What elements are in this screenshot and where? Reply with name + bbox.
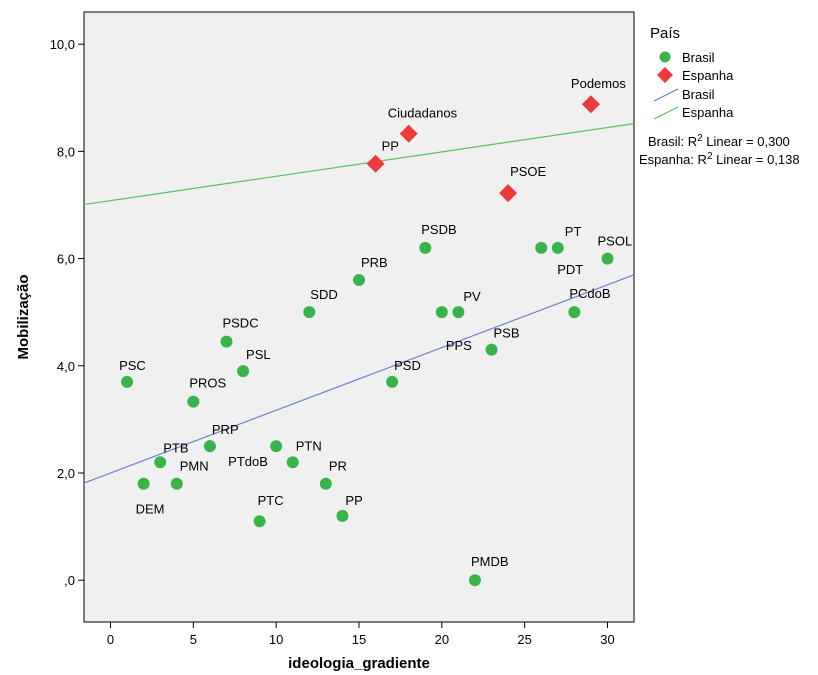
legend-title: País [650, 25, 680, 42]
data-points [121, 95, 614, 587]
legend: País Brasil Espanha Brasil Espanha Brasi… [639, 25, 800, 167]
x-axis: 0 5 10 15 20 25 30 [107, 622, 615, 647]
point-label: PROS [189, 376, 226, 391]
y-tick-label: 6,0 [57, 252, 75, 267]
point-brasil [452, 306, 465, 319]
point-brasil [353, 274, 365, 287]
point-labels: PSC DEM PTB PMN PROS PRP PSDC PSL PTC PTdoB PTN SDD… [119, 76, 632, 569]
r2-brasil: Brasil: R2 Linear = 0,300 [648, 133, 790, 149]
point-label: PMDB [471, 554, 509, 569]
point-label: PPS [446, 338, 472, 353]
point-brasil [419, 241, 432, 254]
point-espanha [366, 154, 385, 173]
point-label: PSDB [421, 222, 456, 237]
point-label: PV [463, 289, 481, 304]
point-brasil [121, 375, 134, 388]
point-label: PR [329, 459, 347, 474]
plot-area [83, 11, 635, 623]
y-tick-label: 2,0 [57, 466, 75, 481]
point-label: PSL [246, 347, 271, 362]
legend-label-espanha-line: Espanha [682, 105, 734, 120]
legend-label-espanha-marker: Espanha [682, 68, 734, 83]
point-label: PCdoB [569, 286, 610, 301]
fit-line-brasil [83, 274, 635, 484]
point-label: PSD [394, 358, 421, 373]
x-axis-title: ideologia_gradiente [288, 655, 430, 672]
point-label: PMN [180, 459, 209, 474]
point-label: DEM [136, 502, 165, 517]
y-tick-label: 4,0 [57, 359, 75, 374]
x-tick-label: 25 [517, 632, 531, 647]
point-label: PSOE [510, 164, 546, 179]
point-label: Podemos [571, 76, 626, 91]
point-brasil [468, 574, 481, 587]
x-tick-label: 15 [352, 632, 366, 647]
point-label: PTN [296, 438, 322, 453]
point-espanha [581, 95, 600, 114]
point-brasil [286, 456, 299, 469]
legend-marker-espanha [657, 67, 673, 83]
point-brasil [187, 395, 200, 408]
point-label: PT [565, 224, 582, 239]
point-brasil [535, 241, 548, 254]
y-axis-title: Mobilização [15, 274, 32, 359]
legend-label-brasil-line: Brasil [682, 87, 715, 102]
legend-label-brasil-marker: Brasil [682, 50, 715, 65]
y-tick-label: ,0 [64, 573, 75, 588]
y-tick-label: 10,0 [50, 37, 75, 52]
r2-espanha: Espanha: R2 Linear = 0,138 [639, 151, 800, 167]
fit-lines [83, 123, 635, 484]
point-brasil [568, 306, 581, 319]
point-brasil [203, 440, 216, 453]
x-tick-label: 10 [269, 632, 283, 647]
x-tick-label: 20 [435, 632, 449, 647]
point-label: PSDC [222, 316, 258, 331]
x-tick-label: 30 [600, 632, 614, 647]
x-tick-label: 5 [190, 632, 197, 647]
point-brasil [386, 375, 399, 388]
point-brasil [237, 365, 250, 378]
y-axis: ,0 2,0 4,0 6,0 8,0 10,0 [50, 37, 84, 588]
point-label: PTC [258, 493, 284, 508]
point-brasil [319, 477, 332, 490]
point-label: SDD [310, 287, 337, 302]
y-tick-label: 8,0 [57, 144, 75, 159]
point-brasil [253, 515, 266, 528]
point-brasil [303, 306, 316, 319]
point-label: PRP [212, 422, 239, 437]
point-label: PDT [557, 262, 583, 277]
point-brasil [220, 335, 233, 348]
point-brasil [435, 306, 448, 319]
point-brasil [137, 477, 150, 490]
point-label: PP [382, 139, 399, 154]
point-label: PSC [119, 358, 146, 373]
point-brasil [485, 343, 498, 356]
point-espanha [399, 124, 418, 143]
point-label: PP [345, 493, 362, 508]
fit-line-espanha [83, 123, 635, 206]
point-brasil [154, 456, 167, 469]
point-brasil [170, 477, 183, 490]
x-tick-label: 0 [107, 632, 114, 647]
point-brasil [551, 241, 564, 254]
point-label: PRB [361, 255, 388, 270]
point-brasil [601, 252, 614, 265]
point-label: Ciudadanos [388, 106, 458, 121]
point-espanha [499, 184, 518, 203]
point-label: PTdoB [228, 454, 268, 469]
legend-marker-brasil [659, 51, 671, 63]
point-brasil [270, 440, 283, 453]
legend-line-espanha [653, 106, 679, 120]
point-label: PTB [163, 440, 188, 455]
point-brasil [336, 509, 349, 522]
point-label: PSOL [597, 234, 632, 249]
point-label: PSB [494, 326, 520, 341]
legend-line-brasil [653, 88, 679, 102]
